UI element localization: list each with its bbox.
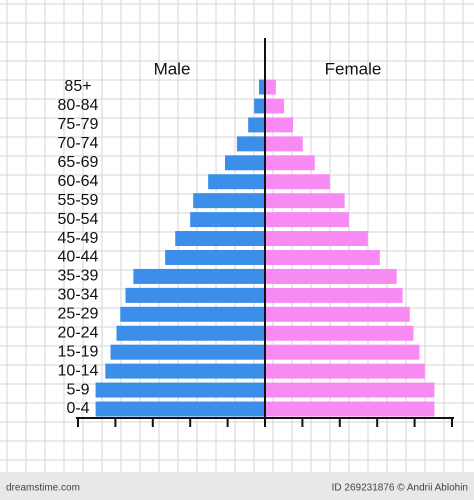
y-tick-label: 10-14 [58,362,99,379]
bar [165,249,265,265]
bar [110,344,266,360]
bar [265,212,349,228]
bar [254,98,265,114]
bar [120,306,266,322]
bar [265,401,435,417]
bar [265,231,368,247]
y-tick-label: 5-9 [66,381,89,398]
bar [236,136,265,152]
bar [208,174,265,190]
bar [125,287,265,303]
footer-strip [0,472,474,500]
y-tick-label: 80-84 [58,97,99,114]
left-label: Male [154,59,191,78]
bar [265,98,285,114]
y-tick-label: 85+ [64,78,91,95]
y-tick-label: 0-4 [66,400,89,417]
y-tick-label: 20-24 [58,324,99,341]
bar [265,117,294,133]
bar [265,174,330,190]
y-tick-label: 65-69 [58,154,99,171]
bar [265,79,276,95]
bar [265,363,425,379]
footer-site: dreamstime.com [6,483,80,494]
bar [95,382,265,398]
bar [248,117,265,133]
bar [116,325,265,341]
y-tick-label: 70-74 [58,135,99,152]
bar [224,155,265,171]
y-tick-label: 60-64 [58,173,99,190]
bar [105,363,265,379]
bar [265,136,303,152]
bar [265,287,403,303]
bar [265,249,380,265]
bar [265,306,410,322]
bar [175,231,265,247]
bar [265,268,397,284]
bar [265,155,315,171]
y-tick-label: 30-34 [58,287,99,304]
y-tick-label: 25-29 [58,306,99,323]
bar [95,401,265,417]
right-label: Female [325,59,382,78]
y-tick-label: 55-59 [58,192,99,209]
y-tick-label: 50-54 [58,211,99,228]
y-tick-label: 75-79 [58,116,99,133]
y-tick-label: 45-49 [58,230,99,247]
bar [265,193,345,209]
bar [265,344,420,360]
bar [193,193,265,209]
bar [259,79,265,95]
bar [133,268,265,284]
bar [265,382,435,398]
y-tick-label: 35-39 [58,268,99,285]
y-tick-label: 15-19 [58,343,99,360]
y-tick-label: 40-44 [58,249,99,266]
footer-id: ID 269231876 © Andrii Ablohin [332,483,468,494]
bar [190,212,265,228]
bar [265,325,414,341]
